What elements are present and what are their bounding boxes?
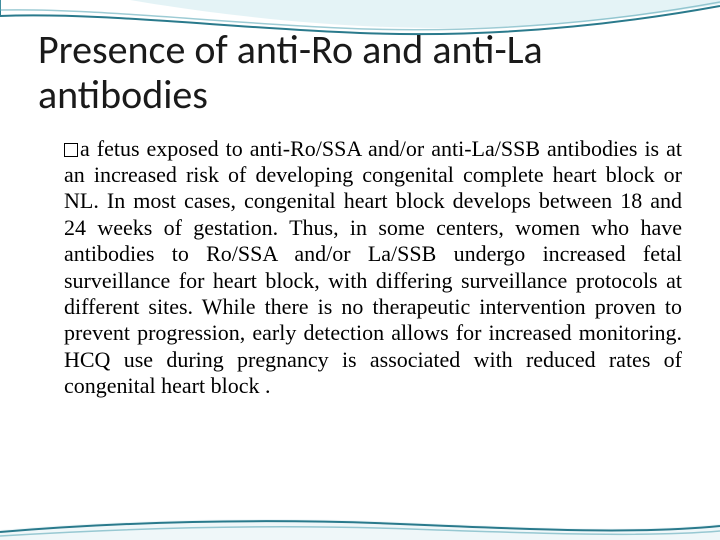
decorative-wave-bottom	[0, 510, 720, 540]
slide-title: Presence of anti-Ro and anti-La antibodi…	[38, 28, 682, 118]
bullet-marker	[64, 143, 78, 157]
slide-body: a fetus exposed to anti-Ro/SSA and/or an…	[38, 136, 682, 400]
slide-content: Presence of anti-Ro and anti-La antibodi…	[0, 0, 720, 400]
body-text-content: a fetus exposed to anti-Ro/SSA and/or an…	[64, 136, 682, 399]
title-text: Presence of anti-Ro and anti-La antibodi…	[38, 25, 543, 119]
